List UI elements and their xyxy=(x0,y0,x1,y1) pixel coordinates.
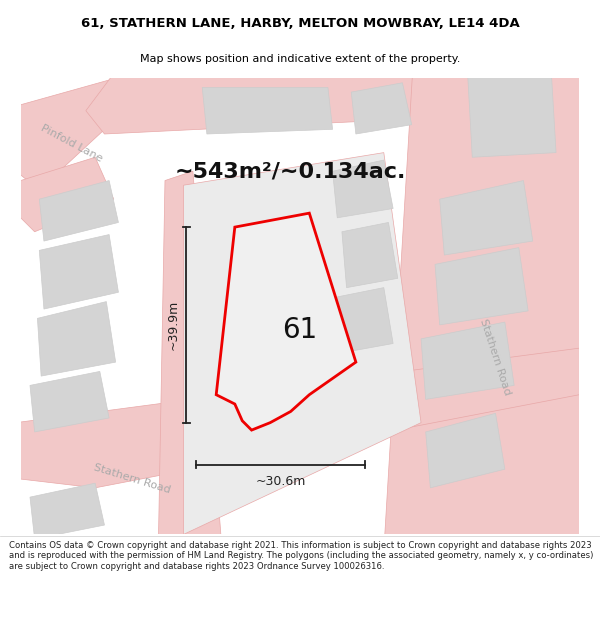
Polygon shape xyxy=(202,88,332,134)
Polygon shape xyxy=(37,302,116,376)
Polygon shape xyxy=(435,248,528,325)
Polygon shape xyxy=(351,82,412,134)
Text: 61: 61 xyxy=(283,316,317,344)
Polygon shape xyxy=(332,160,393,217)
Polygon shape xyxy=(342,222,398,288)
Text: Contains OS data © Crown copyright and database right 2021. This information is : Contains OS data © Crown copyright and d… xyxy=(9,541,593,571)
Polygon shape xyxy=(384,74,580,539)
Polygon shape xyxy=(440,181,533,255)
Text: 61, STATHERN LANE, HARBY, MELTON MOWBRAY, LE14 4DA: 61, STATHERN LANE, HARBY, MELTON MOWBRAY… xyxy=(80,17,520,30)
Polygon shape xyxy=(39,181,118,241)
Text: ~39.9m: ~39.9m xyxy=(167,300,180,350)
Polygon shape xyxy=(86,74,580,134)
Text: ~543m²/~0.134ac.: ~543m²/~0.134ac. xyxy=(175,161,406,181)
Polygon shape xyxy=(20,158,114,232)
Polygon shape xyxy=(16,74,165,190)
Polygon shape xyxy=(39,234,118,309)
Text: Stathern Road: Stathern Road xyxy=(93,462,172,495)
Polygon shape xyxy=(337,288,393,352)
Polygon shape xyxy=(467,74,556,158)
Text: Pinfold Lane: Pinfold Lane xyxy=(40,123,104,164)
Polygon shape xyxy=(184,152,421,534)
Polygon shape xyxy=(30,483,104,539)
Text: Map shows position and indicative extent of the property.: Map shows position and indicative extent… xyxy=(140,54,460,64)
Polygon shape xyxy=(16,348,580,488)
Text: Stathern Road: Stathern Road xyxy=(478,318,512,397)
Text: ~30.6m: ~30.6m xyxy=(255,475,305,488)
Polygon shape xyxy=(30,371,109,432)
Polygon shape xyxy=(426,413,505,488)
Polygon shape xyxy=(216,213,356,430)
Polygon shape xyxy=(421,322,514,399)
Polygon shape xyxy=(158,171,221,539)
